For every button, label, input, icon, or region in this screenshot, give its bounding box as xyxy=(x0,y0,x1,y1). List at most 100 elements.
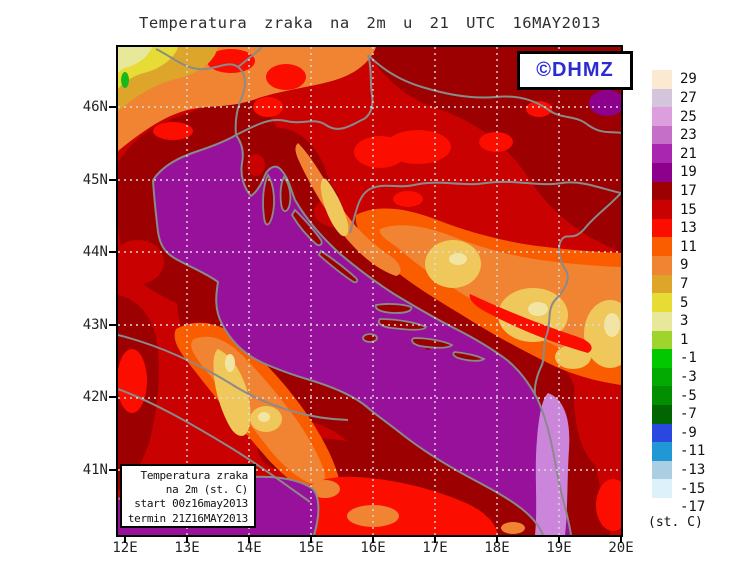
x-axis-label: 17E xyxy=(422,540,448,556)
legend-value-label: 23 xyxy=(680,127,697,144)
y-axis-tick xyxy=(109,178,117,181)
bright-red-patch xyxy=(478,131,513,152)
x-axis-label: 14E xyxy=(236,540,262,556)
apennine-yellow xyxy=(212,348,250,436)
x-axis-tick xyxy=(124,535,126,543)
legend-value-label: 11 xyxy=(680,238,697,255)
run-info-box: Temperatura zraka na 2m (st. C) start 00… xyxy=(120,464,256,528)
legend-row: 27 xyxy=(652,88,705,108)
adriatic-sea xyxy=(152,134,571,535)
legend-value-label: 19 xyxy=(680,164,697,181)
legend-value-label: 15 xyxy=(680,201,697,218)
legend-value-label: 1 xyxy=(680,331,689,348)
legend-value-label: 7 xyxy=(680,276,689,292)
legend-row: -15 xyxy=(652,479,705,499)
legend-row: 19 xyxy=(652,163,705,182)
legend-row: -17 xyxy=(652,498,705,517)
legend-value-label: 17 xyxy=(680,182,697,199)
y-axis-label: 42N xyxy=(82,389,108,406)
bright-red-patch xyxy=(525,100,552,117)
legend-value-label: -5 xyxy=(680,387,697,404)
legend-value-label: -17 xyxy=(680,499,706,516)
bright-red-patch xyxy=(265,63,306,90)
info-line: na 2m (st. C) xyxy=(165,483,249,497)
purple-sliver-ne xyxy=(588,89,621,116)
legend-row: 15 xyxy=(652,200,705,219)
legend-swatch xyxy=(652,311,672,331)
legend-swatch xyxy=(652,107,672,126)
y-axis-tick xyxy=(109,469,117,471)
legend-value-label: 5 xyxy=(680,294,689,311)
legend-swatch xyxy=(652,144,672,164)
x-axis-tick xyxy=(558,535,560,543)
pale-spot xyxy=(448,252,467,265)
alps-pale xyxy=(117,46,152,73)
legend: 29 27 25 23 21 19 17 15 13 11 9 7 5 3 1 -1 -3 -5 -7 -9 -11 -1… xyxy=(652,70,705,517)
red-band-right-edge xyxy=(573,374,621,479)
pale-spot xyxy=(527,301,548,316)
x-axis-label: 20E xyxy=(608,540,634,556)
orange-spot xyxy=(309,479,340,498)
yellow-patch xyxy=(424,239,481,288)
legend-swatch xyxy=(652,330,672,350)
legend-row: 7 xyxy=(652,274,705,294)
legend-value-label: -13 xyxy=(680,462,706,479)
sea-warm-strip xyxy=(534,392,569,535)
legend-swatch xyxy=(652,498,672,517)
legend-row: 3 xyxy=(652,311,705,331)
map-svg xyxy=(117,46,621,535)
legend-swatch xyxy=(652,181,672,201)
legend-row: -3 xyxy=(652,367,705,387)
red-patch xyxy=(246,153,265,176)
legend-value-label: -7 xyxy=(680,406,697,423)
dhmz-watermark-box: ©DHMZ xyxy=(517,51,633,90)
alps-green-dot xyxy=(120,71,129,88)
map-frame xyxy=(115,44,623,537)
legend-swatch xyxy=(652,237,672,257)
legend-swatch xyxy=(652,460,672,480)
legend-row: 13 xyxy=(652,218,705,238)
x-axis-label: 15E xyxy=(298,540,324,556)
legend-swatch xyxy=(652,163,672,182)
red-patch xyxy=(117,239,164,284)
dhmz-watermark-text: ©DHMZ xyxy=(536,59,614,81)
pale-spot xyxy=(257,411,270,422)
y-axis-tick xyxy=(109,251,117,254)
legend-swatch xyxy=(652,256,672,275)
bright-red-patch xyxy=(595,478,621,531)
legend-value-label: 25 xyxy=(680,108,697,125)
velebit-band xyxy=(294,142,401,276)
y-axis-label: 45N xyxy=(82,171,108,188)
x-axis-tick xyxy=(434,535,436,543)
x-axis-tick xyxy=(620,535,622,543)
pale-spot xyxy=(603,312,620,337)
y-axis-label: 46N xyxy=(82,99,108,115)
legend-swatch xyxy=(652,349,672,368)
info-line: Temperatura zraka xyxy=(140,469,249,482)
legend-swatch xyxy=(652,404,672,424)
legend-swatch xyxy=(652,423,672,443)
info-line: start 00z16may2013 xyxy=(134,497,248,511)
legend-value-label: 27 xyxy=(680,89,697,106)
legend-value-label: 3 xyxy=(680,313,689,330)
legend-swatch xyxy=(652,293,672,312)
orange-spot xyxy=(500,521,525,534)
legend-value-label: 13 xyxy=(680,220,697,237)
bright-red-patch xyxy=(392,190,423,207)
x-axis-label: 16E xyxy=(360,540,386,556)
legend-swatch xyxy=(652,125,672,145)
legend-row: 23 xyxy=(652,125,705,145)
y-axis-tick xyxy=(109,396,117,399)
bright-red-patch xyxy=(152,121,193,140)
x-axis-label: 12E xyxy=(112,540,138,556)
region-ne-darkred xyxy=(365,46,621,252)
legend-swatch xyxy=(652,70,672,89)
legend-swatch xyxy=(652,479,672,499)
islands xyxy=(261,172,486,362)
x-axis-tick xyxy=(310,535,312,543)
x-axis-tick xyxy=(248,535,250,543)
legend-row: -13 xyxy=(652,460,706,480)
legend-value-label: 21 xyxy=(680,145,697,162)
info-line: termin 21Z16MAY2013 xyxy=(127,511,248,525)
